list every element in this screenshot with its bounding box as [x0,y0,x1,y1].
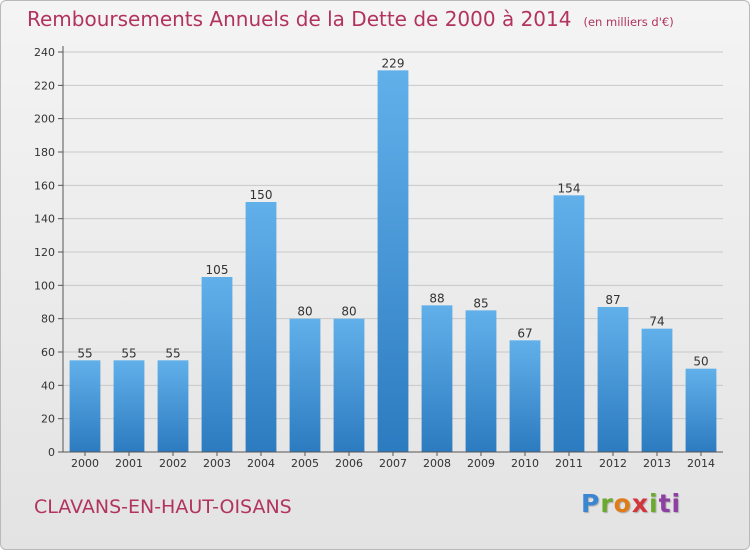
x-tick-label: 2009 [467,457,495,470]
chart-title: Remboursements Annuels de la Dette de 20… [27,7,572,31]
bars [69,70,717,453]
y-tick-label: 200 [34,113,55,126]
data-label: 88 [429,291,444,305]
bar-2013 [641,328,673,452]
bar-2006 [333,318,365,452]
logo-letter: x [631,489,649,518]
x-tick-label: 2011 [555,457,583,470]
logo-letter: o [613,489,632,518]
data-labels: 55 55 55 105 150 80 80 229 88 85 67 154 87 74 50 [77,56,708,368]
x-tick-label: 2012 [599,457,627,470]
y-tick-label: 40 [41,379,55,392]
data-label: 229 [382,56,405,70]
x-tick-label: 2006 [335,457,363,470]
y-tick-label: 0 [48,446,55,459]
bar-2009 [465,310,497,452]
y-tick-label: 20 [41,413,55,426]
bar-2002 [157,360,189,452]
bar-2001 [113,360,145,452]
town-name: CLAVANS-EN-HAUT-OISANS [34,496,292,518]
data-label: 105 [206,263,229,277]
axes: 0 20 40 60 80 100 120 140 160 180 200 220 240 2000 200… [34,46,723,470]
x-tick-label: 2008 [423,457,451,470]
data-label: 55 [77,346,92,360]
logo-letter: P [581,489,601,518]
bar-2003 [201,277,233,452]
y-tick-label: 160 [34,179,55,192]
bar-2000 [69,360,101,452]
data-label: 87 [605,293,620,307]
chart-subtitle: (en milliers d'€) [583,15,674,29]
y-tick-label: 220 [34,79,55,92]
y-tick-label: 240 [34,46,55,59]
x-tick-label: 2013 [643,457,671,470]
bar-2004 [245,202,277,452]
logo-letter: i [649,489,659,518]
x-tick-label: 2010 [511,457,539,470]
x-tick-label: 2007 [379,457,407,470]
data-label: 80 [341,305,356,319]
bar-2011 [553,195,585,453]
data-label: 150 [250,188,273,202]
y-tick-label: 80 [41,313,55,326]
x-tick-label: 2002 [159,457,187,470]
data-label: 154 [558,181,581,195]
bar-2005 [289,318,321,452]
data-label: 74 [649,315,664,329]
bar-2008 [421,305,453,452]
x-tick-label: 2000 [71,457,99,470]
data-label: 67 [517,326,532,340]
x-tick-label: 2014 [687,457,715,470]
data-label: 80 [297,305,312,319]
bar-2012 [597,307,629,452]
data-label: 50 [693,355,708,369]
x-tick-label: 2005 [291,457,319,470]
bar-2007 [377,70,409,452]
chart-title-row: Remboursements Annuels de la Dette de 20… [27,7,674,31]
y-tick-label: 60 [41,346,55,359]
y-tick-label: 180 [34,146,55,159]
data-label: 55 [121,346,136,360]
proxiti-logo: Proxiti [581,489,681,518]
data-label: 55 [165,346,180,360]
y-tick-label: 120 [34,246,55,259]
logo-letter: r [600,489,614,518]
logo-letter: t [658,489,672,518]
bar-2014 [685,368,717,452]
x-tick-label: 2003 [203,457,231,470]
x-tick-label: 2004 [247,457,275,470]
x-tick-label: 2001 [115,457,143,470]
data-label: 85 [473,296,488,310]
logo-letter: i [671,489,682,518]
y-tick-label: 100 [34,279,55,292]
y-tick-label: 140 [34,213,55,226]
bar-2010 [509,340,541,452]
